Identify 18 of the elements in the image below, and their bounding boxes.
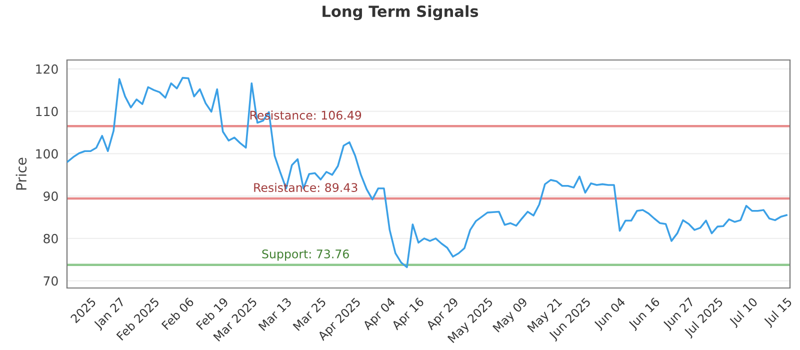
x-tick-label: Mar 13 bbox=[258, 297, 292, 331]
chart-title: Long Term Signals bbox=[322, 5, 478, 20]
y-tick-label: 100 bbox=[36, 149, 58, 159]
x-tick-label: Jul 10 bbox=[728, 296, 760, 328]
ref-line-label: Resistance: 89.43 bbox=[254, 182, 358, 192]
ref-line-label: Support: 73.76 bbox=[262, 249, 349, 261]
x-tick-label: Jun 04 bbox=[593, 296, 628, 332]
line-series bbox=[67, 76, 788, 268]
x-tick-label: Mar 25 bbox=[292, 297, 326, 331]
x-tick-label: Jun 16 bbox=[628, 297, 662, 332]
y-tick-label: 120 bbox=[36, 64, 58, 74]
y-tick-label: 110 bbox=[36, 106, 58, 116]
y-tick-label: 80 bbox=[44, 234, 58, 244]
x-tick-label: Jul 15 bbox=[762, 297, 794, 328]
y-tick-label: 90 bbox=[44, 192, 58, 201]
y-tick-label: 70 bbox=[44, 276, 58, 286]
x-tick-label: Feb 06 bbox=[161, 296, 194, 330]
y-axis-title: Price bbox=[16, 158, 27, 190]
